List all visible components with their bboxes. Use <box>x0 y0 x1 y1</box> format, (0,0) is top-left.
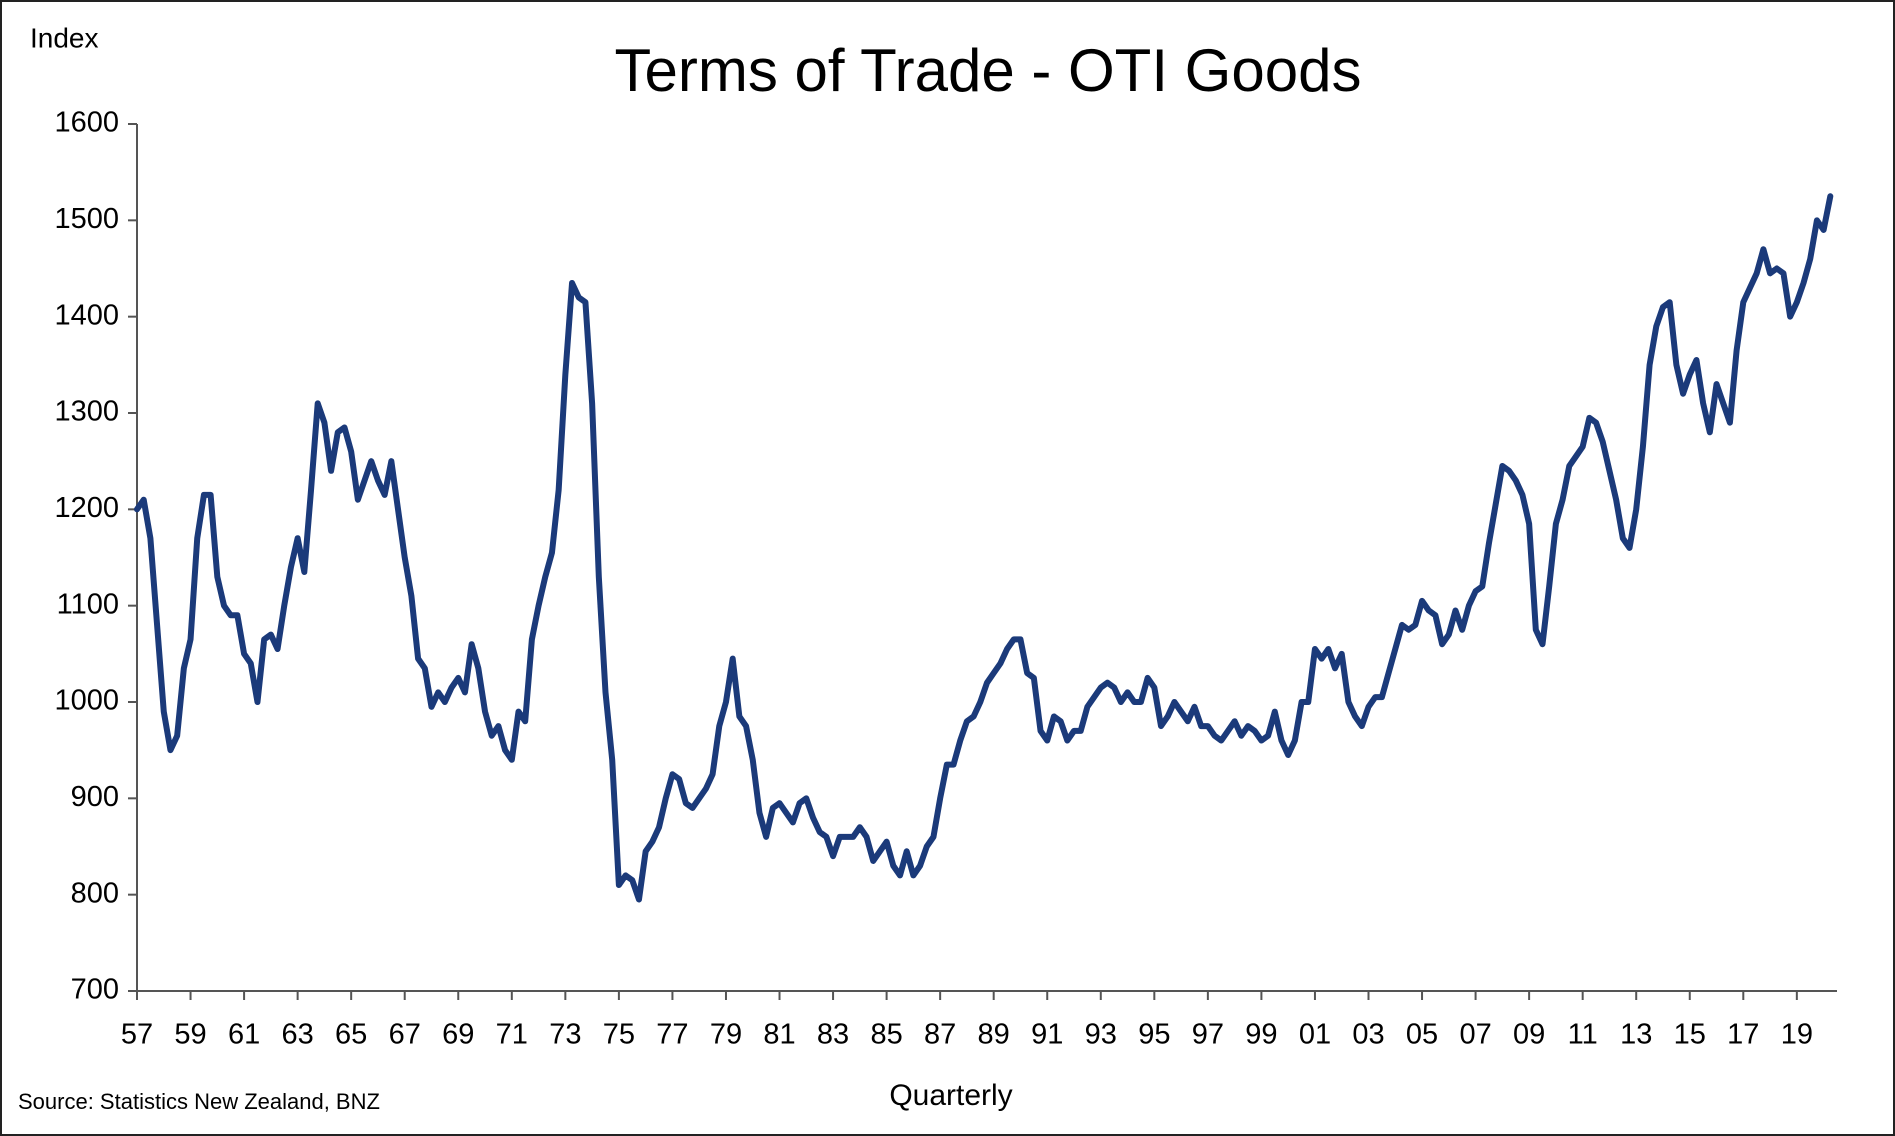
x-tick-label: 91 <box>1031 1019 1063 1051</box>
y-tick-label: 1100 <box>57 588 119 620</box>
x-tick-label: 61 <box>228 1019 260 1051</box>
y-tick-label: 700 <box>71 974 119 1006</box>
y-tick-label: 1000 <box>54 685 119 717</box>
chart-title: Terms of Trade - OTI Goods <box>615 37 1362 104</box>
source-note: Source: Statistics New Zealand, BNZ <box>18 1089 380 1114</box>
x-tick-label: 79 <box>710 1019 742 1051</box>
x-tick-label: 17 <box>1727 1019 1759 1051</box>
data-line <box>134 193 1834 903</box>
x-tick-label: 07 <box>1459 1019 1491 1051</box>
y-tick-label: 1200 <box>54 492 119 524</box>
x-tick-label: 65 <box>335 1019 367 1051</box>
x-tick-label: 03 <box>1352 1019 1384 1051</box>
x-tick-label: 87 <box>924 1019 956 1051</box>
x-tick-label: 83 <box>817 1019 849 1051</box>
x-tick-label: 97 <box>1192 1019 1224 1051</box>
x-tick-label: 77 <box>656 1019 688 1051</box>
x-tick-label: 95 <box>1138 1019 1170 1051</box>
x-tick-label: 69 <box>442 1019 474 1051</box>
x-tick-label: 13 <box>1620 1019 1652 1051</box>
y-tick-label: 1300 <box>54 396 119 428</box>
x-tick-label: 57 <box>121 1019 153 1051</box>
x-tick-label: 85 <box>870 1019 902 1051</box>
x-tick-label: 81 <box>763 1019 795 1051</box>
y-tick-label: 900 <box>71 781 119 813</box>
x-tick-label: 89 <box>978 1019 1010 1051</box>
x-tick-label: 73 <box>549 1019 581 1051</box>
x-tick-label: 71 <box>496 1019 528 1051</box>
y-tick-label: 1500 <box>54 203 119 235</box>
x-tick-label: 15 <box>1674 1019 1706 1051</box>
x-tick-label: 93 <box>1085 1019 1117 1051</box>
x-tick-label: 01 <box>1299 1019 1331 1051</box>
x-tick-label: 19 <box>1781 1019 1813 1051</box>
x-tick-label: 63 <box>281 1019 313 1051</box>
x-tick-label: 05 <box>1406 1019 1438 1051</box>
y-tick-label: 1400 <box>54 299 119 331</box>
x-tick-label: 09 <box>1513 1019 1545 1051</box>
x-tick-label: 11 <box>1568 1019 1598 1051</box>
y-axis-label: Index <box>30 22 99 53</box>
x-axis-label: Quarterly <box>889 1079 1012 1112</box>
y-tick-label: 800 <box>71 877 119 909</box>
x-tick-label: 75 <box>603 1019 635 1051</box>
x-tick-label: 99 <box>1245 1019 1277 1051</box>
y-tick-label: 1600 <box>54 107 119 139</box>
x-tick-label: 59 <box>174 1019 206 1051</box>
x-tick-label: 67 <box>389 1019 421 1051</box>
